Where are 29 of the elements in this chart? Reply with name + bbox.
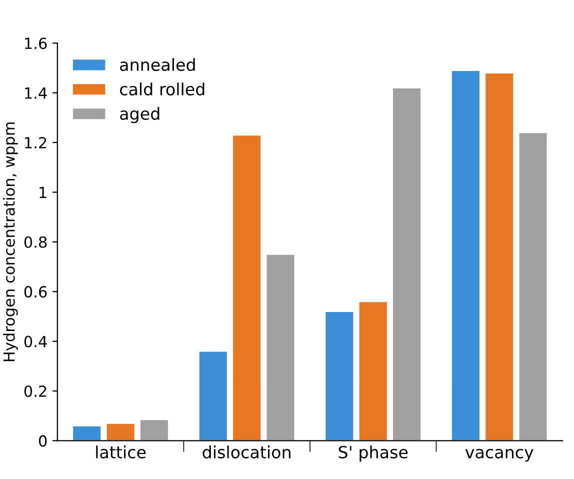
x-tick-label: lattice: [96, 446, 146, 458]
y-tick-label: 0: [38, 435, 47, 447]
bar: [358, 300, 388, 441]
bar: [484, 72, 514, 441]
y-tick-label: 1.6: [25, 38, 47, 50]
bar: [518, 132, 548, 441]
x-tick-label: vacancy: [465, 448, 534, 462]
legend-label: aged: [120, 107, 160, 124]
x-tick-label: dislocation: [202, 446, 290, 458]
bar: [198, 350, 228, 441]
y-tick-label: 0.8: [24, 236, 47, 248]
bar: [232, 134, 262, 441]
bar: [392, 87, 422, 441]
bar: [324, 310, 354, 441]
y-tick-label: 1: [40, 186, 46, 198]
bar: [266, 254, 296, 441]
y-axis-title: Hydrogen concentration, wppm: [3, 122, 18, 362]
bar: [139, 419, 170, 441]
y-tick-label: 0.4: [24, 336, 47, 348]
x-tick-label: S' phase: [338, 446, 408, 462]
y-tick-label: 1.4: [25, 87, 47, 99]
legend-label: cald rolled: [120, 82, 204, 96]
y-tick-label: 1.2: [25, 136, 46, 148]
y-tick-label: 0.2: [24, 385, 46, 398]
bar: [450, 70, 481, 441]
legend-label: annealed: [120, 58, 195, 72]
bar: [72, 425, 102, 441]
bar: [106, 422, 136, 441]
y-tick-label: 0.6: [24, 286, 47, 298]
